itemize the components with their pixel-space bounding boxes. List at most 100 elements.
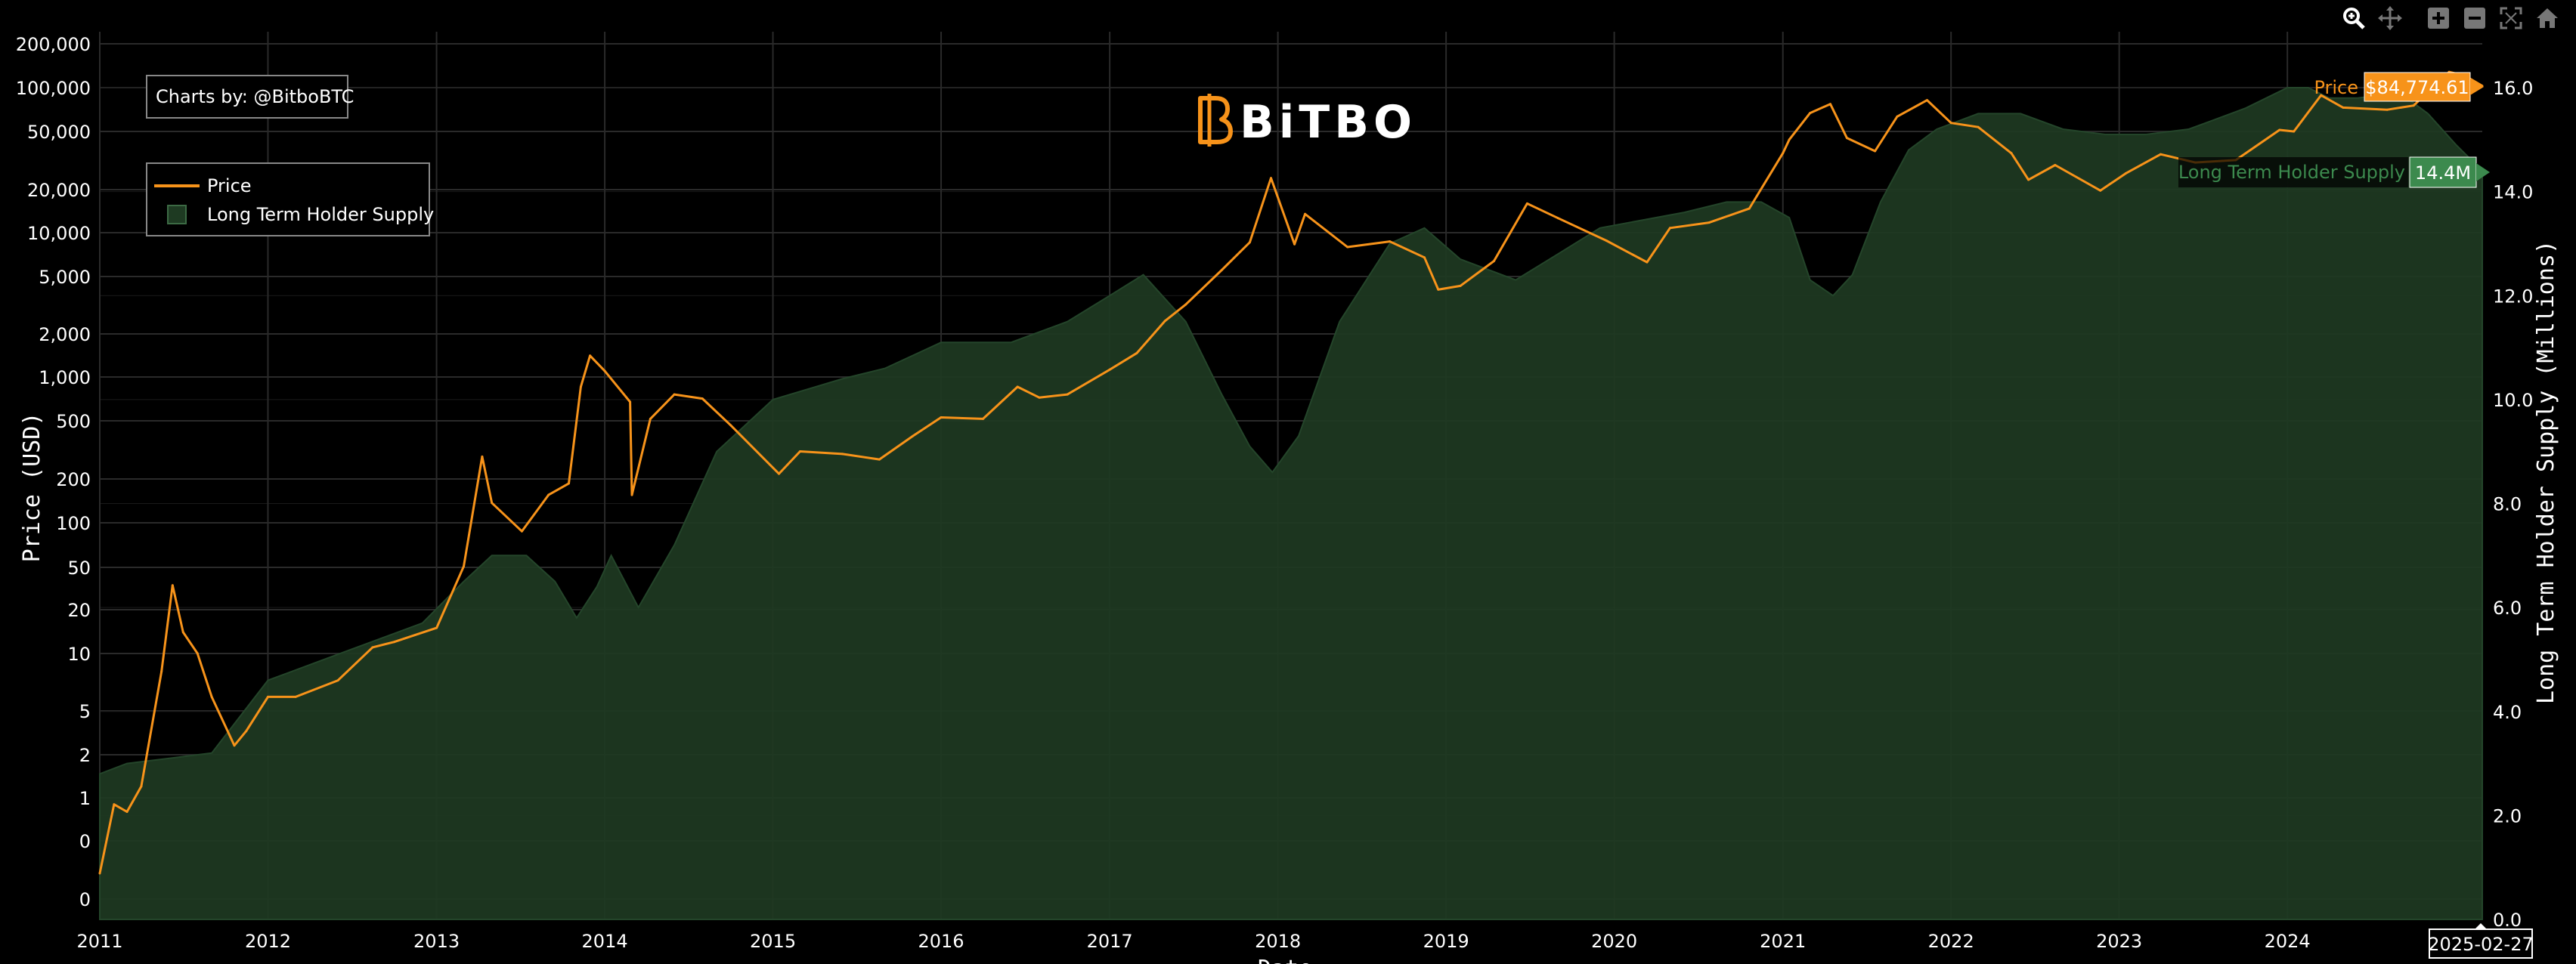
legend-supply-swatch [167,205,187,224]
price-point [1788,138,1791,141]
price-point [2124,172,2127,175]
legend-supply-label: Long Term Holder Supply [207,204,434,225]
supply-point [169,758,170,759]
price-point [181,631,184,634]
price-point [2278,128,2281,131]
supply-area-layer [99,87,2483,920]
y-right-tick-labels: 0.0 2.0 4.0 6.0 8.0 10.0 12.0 14.0 16.0 [2493,78,2533,931]
price-point [393,641,395,644]
price-point [336,679,339,682]
price-point [140,785,143,788]
logo-wordmark: BiTBO [1240,96,1416,149]
price-point [568,482,570,485]
price-point [481,455,484,458]
price-point [982,417,984,420]
supply-point [1599,227,1601,229]
supply-point [1067,321,1068,323]
price-point [1926,99,1928,102]
y-left-tick-label: 200 [56,469,91,490]
y-left-tick-label: 0 [79,831,91,852]
price-point [267,695,269,698]
hover-supply-name: Long Term Holder Supply [2178,162,2405,183]
price-point [2010,152,2013,155]
x-tick-label: 2018 [1255,931,1301,952]
y-left-tick-label: 0 [79,889,91,910]
price-point [1184,303,1187,306]
hover-supply-label: Long Term Holder Supply 14.4M [2178,156,2490,188]
price-point [1708,221,1711,224]
price-point [1605,239,1608,242]
y-left-tick-label: 100,000 [16,78,91,99]
price-point [1556,217,1559,220]
price-point [878,458,881,461]
y-left-tick-label: 100 [56,513,91,534]
price-point [1016,385,1019,388]
legend-item-supply[interactable]: Long Term Holder Supply [167,204,434,225]
supply-point [337,653,339,655]
hover-date-label: 2025-02-27 [2428,923,2534,959]
price-point [1459,284,1462,287]
price-point [245,730,248,733]
price-point [799,450,801,453]
price-point [520,530,523,533]
price-point [371,646,374,649]
price-point [603,369,606,372]
autoscale-icon[interactable] [2499,6,2523,30]
price-point [701,397,704,400]
x-tick-label: 2012 [245,931,291,952]
y-left-tick-labels: 0 0 1 2 5 10 20 50 100 200 500 1,000 2,000 5,000 10,00… [16,34,91,910]
price-point [1646,261,1649,264]
supply-point [463,581,464,582]
price-point [113,803,116,806]
x-tick-label: 2014 [582,931,628,952]
supply-point [1852,274,1853,276]
price-point [589,354,592,357]
price-point [1270,177,1272,180]
supply-point [940,341,942,343]
price-point [1346,246,1349,249]
x-tick-labels: 2011 2012 2013 2014 2015 2016 2017 2018 2019 2020… [76,931,2310,952]
price-point [1668,227,1671,230]
x-tick-label: 2016 [918,931,964,952]
price-point [778,472,780,475]
price-point [2027,178,2030,181]
y-left-tick-label: 50,000 [27,122,91,143]
price-point [98,872,101,875]
x-axis-title: Date [1258,956,1312,964]
x-tick-label: 2023 [2096,931,2142,952]
supply-point [842,378,844,379]
price-point [729,424,732,427]
price-point [210,695,213,698]
supply-point [2188,128,2190,130]
zoom-out-icon[interactable] [2463,6,2487,30]
price-point [1896,115,1899,118]
y-left-tick-label: 500 [56,411,91,432]
legend-item-price[interactable]: Price [154,175,252,196]
price-point [673,393,676,396]
price-point [1248,241,1251,244]
reset-axes-icon[interactable] [2535,6,2559,30]
supply-point [576,617,577,619]
y-right-tick-label: 12.0 [2493,286,2533,307]
y-right-axis-title: Long Term Holder Supply (Millions) [2533,240,2559,704]
price-point [1423,256,1426,259]
price-point [2342,106,2345,109]
pan-icon[interactable] [2378,6,2402,30]
zoom-icon[interactable] [2342,6,2366,30]
supply-point [1460,258,1461,260]
x-tick-label: 2019 [1423,931,1469,952]
price-point [463,565,465,568]
supply-point [1339,321,1340,323]
legend[interactable]: Price Long Term Holder Supply [146,162,434,236]
y-left-tick-label: 1 [79,788,91,809]
supply-point [2357,97,2358,99]
price-point [1304,212,1307,215]
zoom-in-icon[interactable] [2426,6,2451,30]
price-point [2160,153,2162,156]
x-tick-label: 2015 [750,931,796,952]
y-left-tick-label: 20,000 [27,180,91,201]
hover-supply-value: 14.4M [2415,162,2471,184]
price-point [1525,202,1528,205]
price-point [547,493,550,496]
